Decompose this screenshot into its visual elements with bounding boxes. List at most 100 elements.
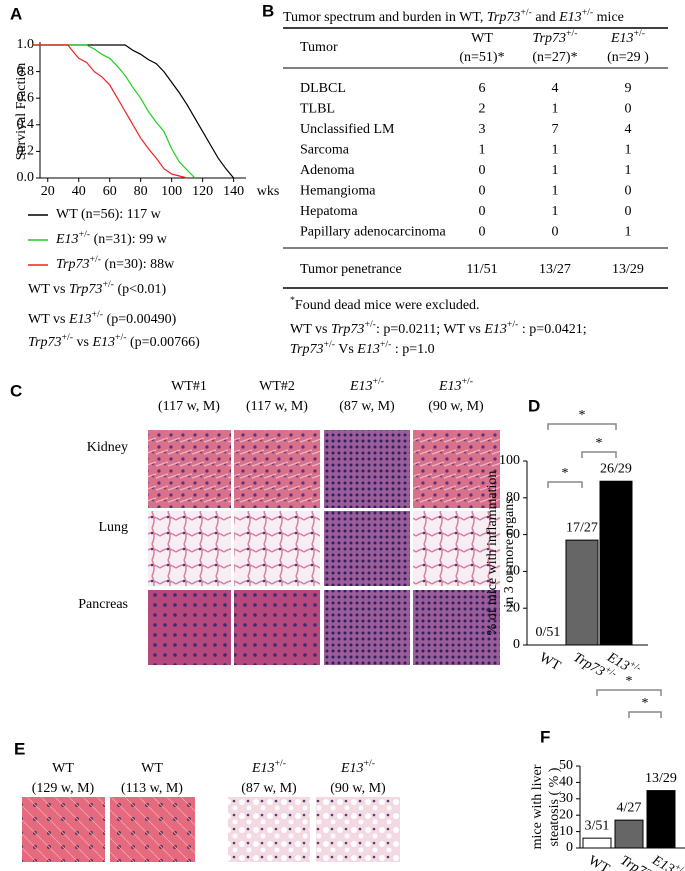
histology-image (413, 430, 500, 508)
text-segment: WT vs (28, 312, 69, 327)
table-cell: 0 (479, 184, 486, 199)
y-tick-label: 40 (506, 564, 520, 579)
text-segment: (n=51)* (459, 50, 504, 65)
row-label: Pancreas (78, 597, 128, 612)
bar (646, 790, 676, 849)
text-segment: E13 (55, 232, 79, 247)
text-segment: +/- (507, 319, 519, 330)
table-cell: 1 (552, 184, 559, 199)
text-segment: WT (56, 207, 78, 222)
panel-label: B (262, 1, 274, 20)
x-tick-label: 140 (223, 184, 244, 199)
significance-star: * (626, 674, 633, 689)
column-header: (113 w, M) (121, 781, 183, 796)
table-cell: 7 (552, 122, 559, 137)
value-label: 17/27 (566, 520, 598, 535)
table-cell: 0 (479, 225, 486, 240)
y-tick-label: 0 (513, 637, 520, 652)
text-segment: WT vs (28, 282, 69, 297)
x-tick-label: 40 (72, 184, 86, 199)
comparison: Trp73+/- vs E13+/- (p=0.00766) (28, 332, 200, 350)
column-header: E13+/- (340, 758, 375, 776)
text-segment: mice (593, 10, 624, 25)
text-segment: (87 w, M) (339, 399, 395, 414)
column-header: WT#1 (171, 379, 207, 394)
y-tick-label: 100 (499, 453, 520, 468)
text-segment: +/- (673, 862, 685, 871)
text-segment: (p=0.00490) (103, 312, 177, 327)
significance-star: * (562, 466, 569, 481)
panel-label: D (528, 396, 540, 415)
significance-star: * (579, 408, 586, 423)
text-segment: +/- (275, 758, 287, 769)
column-header: WT (141, 761, 163, 776)
y-axis-label: in 3 or more organs (502, 498, 517, 607)
text-segment: Trp73 (533, 31, 566, 46)
text-segment: E13 (356, 342, 380, 357)
column-header: (129 w, M) (32, 781, 95, 796)
significance-bracket (581, 451, 617, 458)
column-header: Tumor (300, 40, 338, 55)
text-segment: +/- (650, 867, 665, 871)
bar (599, 480, 633, 646)
y-tick-label: 40 (559, 775, 573, 790)
bar (582, 837, 612, 849)
p-values: WT vs Trp73+/-: p=0.0211; WT vs E13+/- :… (290, 319, 587, 337)
text-segment: : p=0.0421; (518, 322, 586, 337)
text-segment: +/- (115, 332, 127, 343)
table-cell: 13/27 (539, 262, 571, 277)
text-segment: WT (536, 650, 563, 674)
x-tick-label: E13+/- (649, 850, 685, 871)
row-label: Unclassified LM (300, 122, 395, 137)
table-cell: 1 (552, 143, 559, 158)
text-segment: vs (73, 335, 92, 350)
table-cell: 0 (552, 225, 559, 240)
bar (565, 539, 599, 646)
text-segment: (117 w, M) (158, 399, 220, 414)
significance-star: * (642, 696, 649, 711)
text-segment: (129 w, M) (32, 781, 95, 796)
comparison: WT vs Trp73+/- (p<0.01) (28, 279, 167, 297)
column-header: WT (52, 761, 74, 776)
y-axis-label: Survival Fraction (14, 63, 29, 161)
y-tick-label: 20 (559, 807, 573, 822)
panel-label: E (14, 739, 25, 758)
text-segment: +/- (380, 339, 392, 350)
text-segment: and (532, 10, 559, 25)
text-segment: WT vs (290, 322, 331, 337)
text-segment: (p=0.00766) (127, 335, 201, 350)
row-label: Kidney (87, 440, 128, 455)
table-title: Tumor spectrum and burden in WT, Trp73+/… (283, 7, 624, 25)
text-segment: Tumor spectrum and burden in WT, (283, 10, 487, 25)
row-label: Papillary adenocarcinoma (300, 225, 447, 240)
row-label: Lung (98, 520, 128, 535)
panel-label: A (10, 4, 22, 23)
text-segment: Trp73 (570, 650, 606, 680)
text-segment: WT (141, 761, 163, 776)
x-tick-label: 100 (161, 184, 182, 199)
footnote: *Found dead mice were excluded. (290, 295, 480, 313)
histology-image (324, 590, 410, 665)
text-segment: (n=29 ) (607, 50, 649, 65)
text-segment: +/- (89, 254, 101, 265)
value-label: 0/51 (536, 625, 561, 640)
text-segment: +/- (364, 319, 376, 330)
table-cell: 1 (552, 163, 559, 178)
row-label: Hemangioma (300, 184, 376, 199)
y-tick-label: 60 (506, 527, 520, 542)
text-segment: (87 w, M) (241, 781, 297, 796)
table-cell: 13/29 (612, 262, 644, 277)
table-cell: 0 (625, 204, 632, 219)
text-segment: +/- (92, 309, 104, 320)
text-segment: E13 (349, 379, 373, 394)
x-axis-label: wks (257, 184, 280, 199)
survival-curve (32, 44, 235, 179)
row-label: Sarcoma (300, 143, 350, 158)
table-cell: 1 (625, 143, 632, 158)
table-cell: 4 (552, 81, 559, 96)
column-header: Trp73+/- (533, 28, 578, 46)
text-segment: WT (52, 761, 74, 776)
text-segment: E13 (438, 379, 462, 394)
y-tick-label: 1.0 (17, 37, 35, 52)
y-axis-label: mice with liver (530, 764, 545, 849)
